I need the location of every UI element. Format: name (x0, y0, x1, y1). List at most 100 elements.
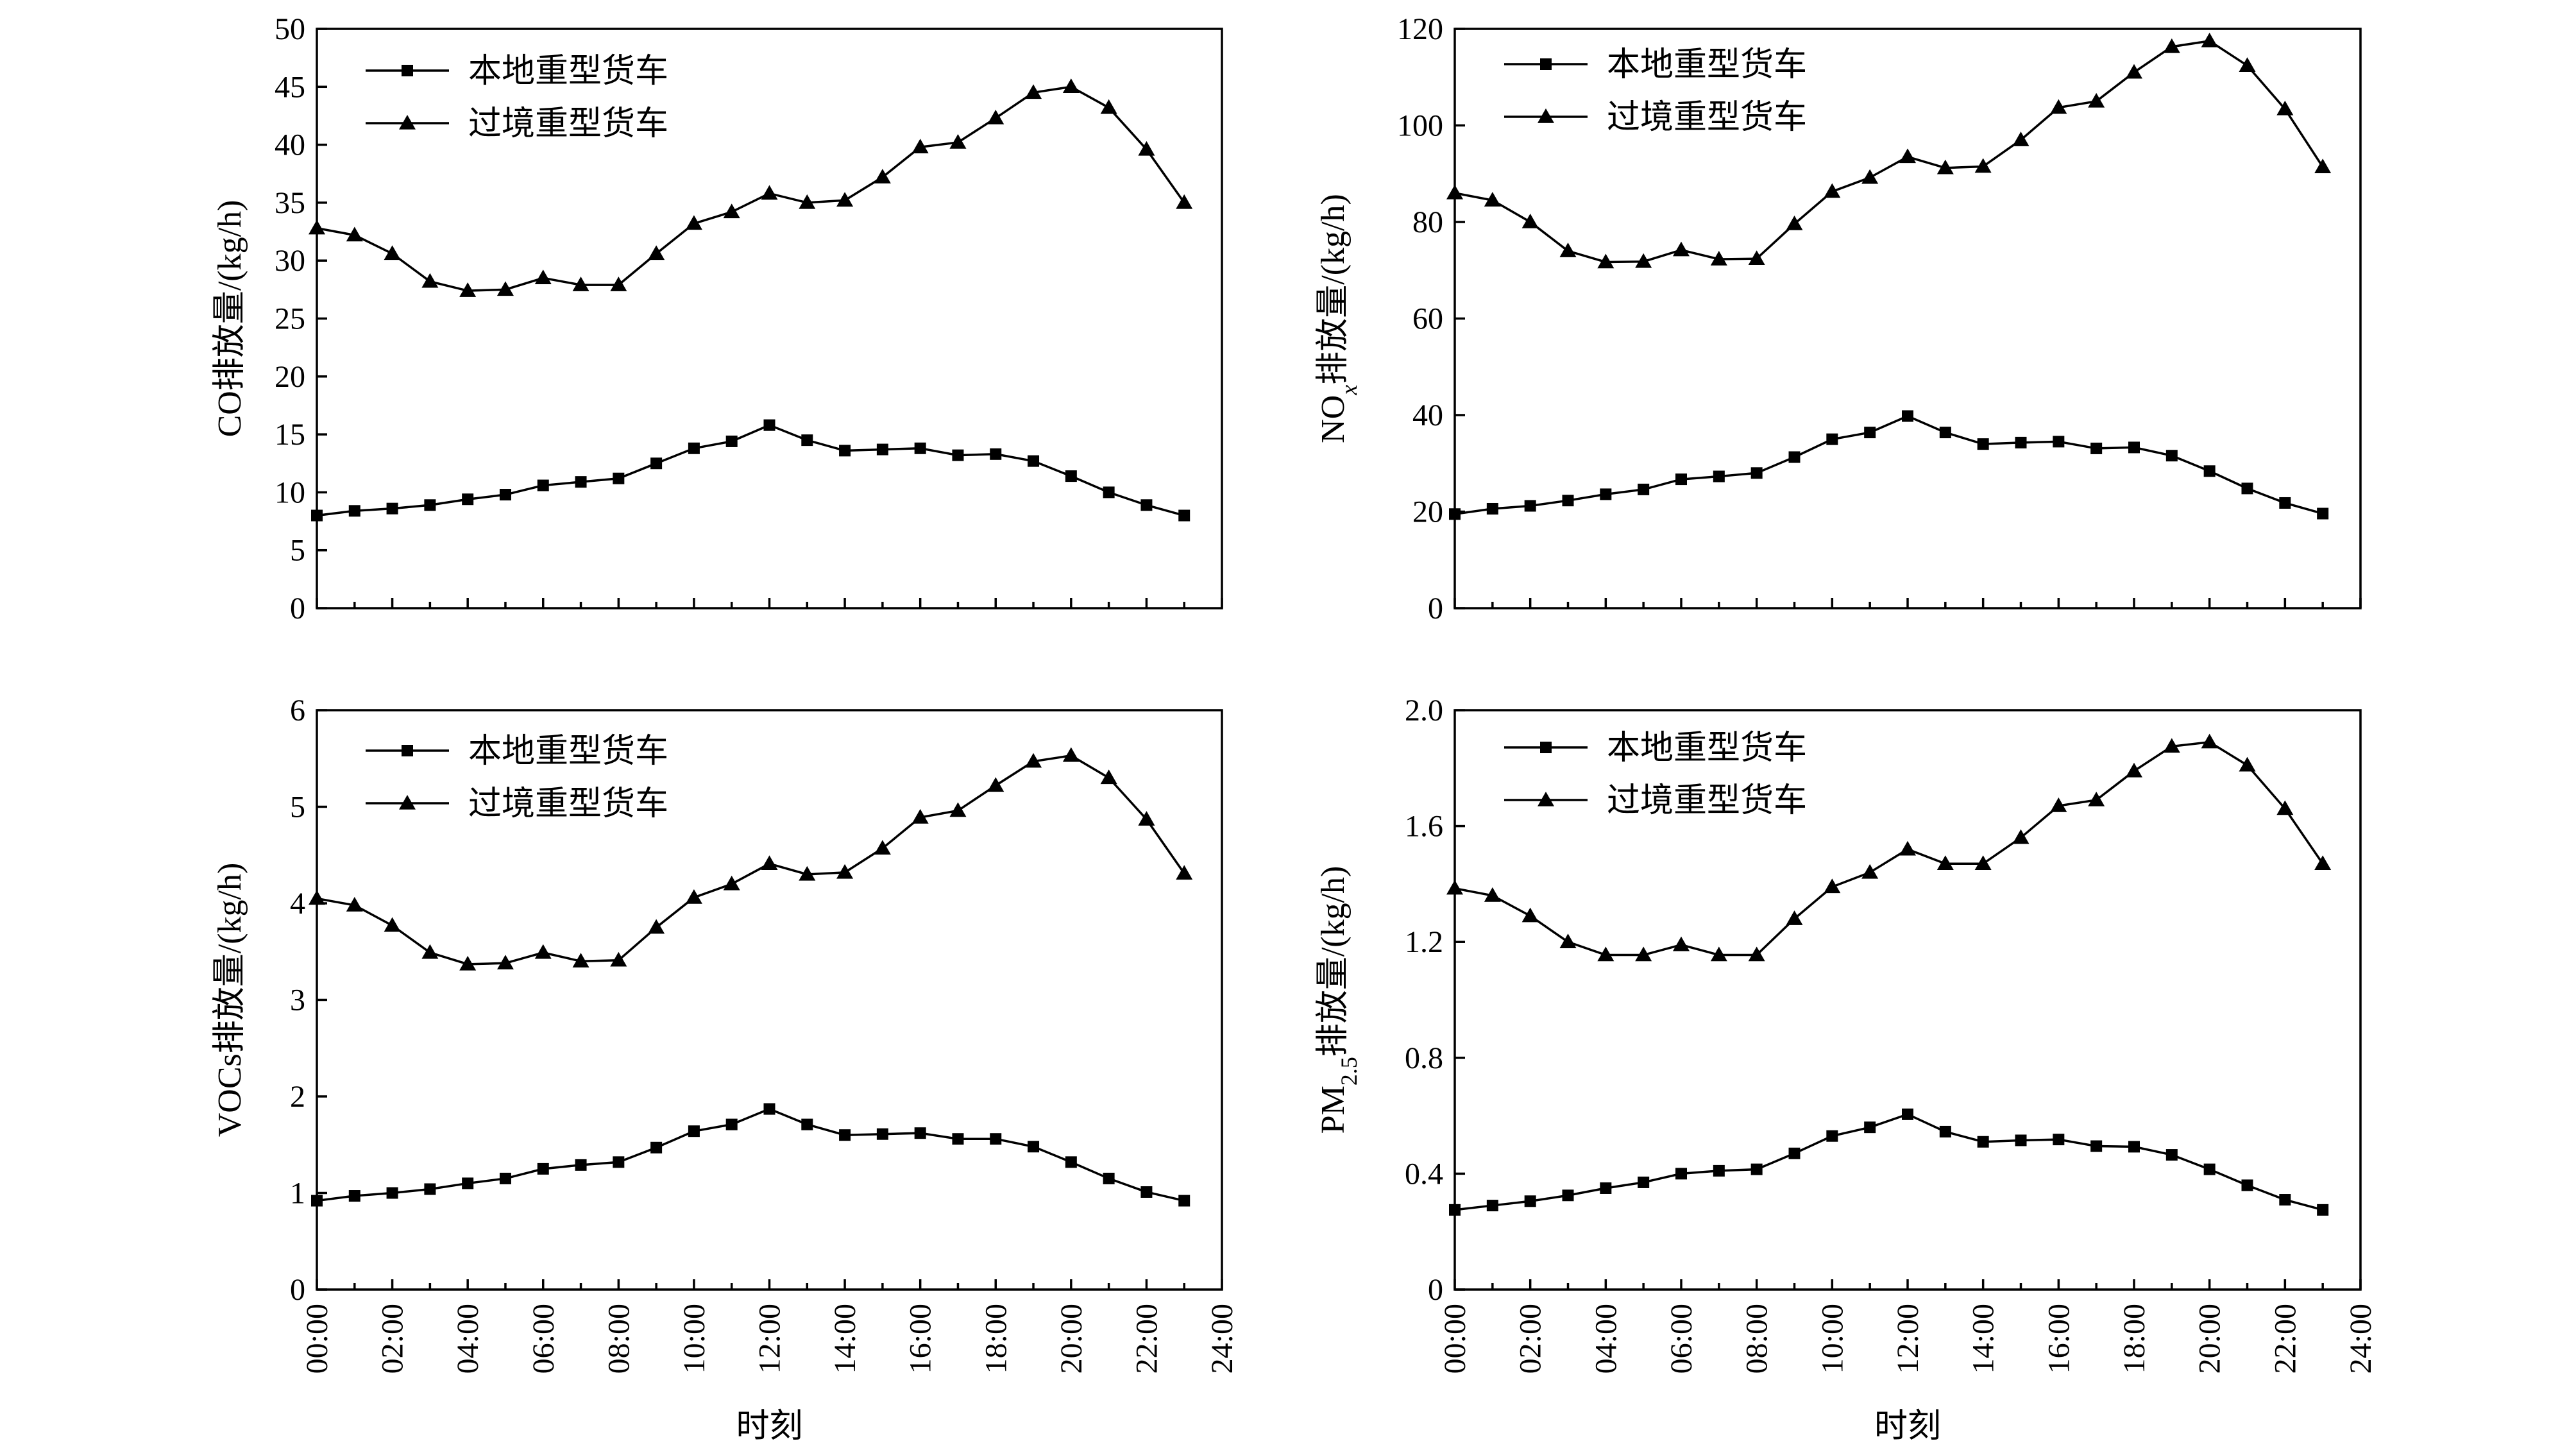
y-tick-label: 0.8 (1405, 1041, 1443, 1075)
data-point (1750, 1163, 1763, 1175)
data-point (2088, 92, 2105, 108)
y-tick-label: 0 (1428, 592, 1443, 626)
x-tick-label: 14:00 (1967, 1304, 2001, 1374)
data-point (1638, 1176, 1650, 1188)
data-point (2015, 1134, 2027, 1146)
data-point (462, 1177, 474, 1189)
series-local (311, 419, 1191, 522)
legend-marker (1538, 792, 1554, 806)
x-tick-label: 18:00 (979, 1304, 1013, 1374)
data-point (386, 1187, 398, 1199)
data-point (1521, 907, 1539, 923)
legend-label: 本地重型货车 (1607, 730, 1807, 767)
data-point (2279, 1194, 2291, 1206)
data-point (1449, 508, 1461, 520)
data-point (1748, 946, 1765, 962)
data-point (949, 133, 967, 149)
data-point (1521, 214, 1539, 228)
data-point (462, 493, 474, 506)
data-point (987, 777, 1004, 792)
data-point (1025, 753, 1042, 768)
y-tick-label: 120 (1397, 12, 1443, 46)
data-point (1597, 946, 1614, 962)
data-point (2241, 482, 2253, 495)
x-tick-label: 08:00 (602, 1304, 636, 1374)
data-point (874, 840, 891, 855)
data-point (723, 875, 740, 890)
plot-frame (316, 709, 1223, 1291)
data-point (2126, 64, 2142, 79)
data-point (384, 917, 401, 932)
data-point (1138, 811, 1155, 826)
data-point (610, 277, 627, 291)
legend-label: 本地重型货车 (1607, 47, 1807, 83)
data-point (876, 443, 888, 456)
data-point (1600, 488, 1612, 500)
legend-label: 过境重型货车 (1607, 783, 1807, 819)
x-tick-label: 20:00 (1055, 1304, 1089, 1374)
data-point (613, 1156, 625, 1168)
data-point (2053, 436, 2065, 448)
data-point (1559, 933, 1577, 948)
data-point (2201, 733, 2218, 749)
y-tick-label: 60 (1412, 302, 1443, 336)
data-point (2279, 497, 2291, 509)
data-point (1176, 865, 1193, 880)
data-point (534, 269, 552, 285)
data-point (1936, 159, 1954, 175)
y-axis-title: NOx排放量/(kg/h) (1315, 194, 1362, 443)
data-point (1562, 1189, 1574, 1202)
plot-frame (1453, 709, 2362, 1291)
x-tick-label: 10:00 (1815, 1304, 1849, 1374)
data-point (424, 1183, 436, 1195)
data-point (648, 919, 665, 934)
data-point (1861, 864, 1879, 879)
data-point (725, 1118, 738, 1130)
x-tick-label: 20:00 (2193, 1304, 2227, 1374)
legend-label: 过境重型货车 (468, 106, 668, 142)
series-transit (1446, 733, 2332, 962)
data-point (346, 226, 363, 242)
data-point (1864, 1121, 1876, 1134)
y-tick-label: 1 (290, 1177, 305, 1211)
data-point (421, 273, 439, 288)
legend-marker (1538, 108, 1554, 123)
data-point (1977, 1136, 1989, 1148)
y-tick-label: 50 (275, 12, 305, 46)
x-tick-label: 18:00 (2117, 1304, 2151, 1374)
y-tick-label: 15 (275, 418, 305, 452)
y-axis-title: CO排放量/(kg/h) (212, 200, 248, 438)
co-emission-chart: 0 5 10 15 20 25 30 35 40 45 50 CO排放量/(kg/h) 本地重型货车过境… (212, 12, 1223, 626)
data-point (1824, 878, 1841, 894)
data-point (2163, 738, 2180, 753)
data-point (2276, 100, 2294, 115)
data-point (761, 185, 778, 200)
data-point (725, 435, 738, 447)
y-tick-label: 40 (1412, 398, 1443, 432)
data-point (874, 169, 891, 183)
y-tick-label: 0.4 (1405, 1157, 1443, 1191)
data-point (1103, 486, 1115, 498)
legend-label: 本地重型货车 (468, 53, 668, 90)
data-point (949, 802, 967, 817)
data-point (1974, 158, 1992, 173)
legend-marker (402, 65, 413, 76)
series-transit (309, 747, 1193, 971)
data-point (1713, 470, 1725, 482)
x-tick-label: 22:00 (1130, 1304, 1164, 1374)
data-point (1902, 410, 1913, 422)
x-tick-label: 22:00 (2268, 1304, 2302, 1374)
data-point (2128, 1141, 2140, 1153)
data-point (1939, 427, 1951, 439)
data-point (1446, 880, 1463, 895)
series-line (1454, 740, 2324, 957)
series-local (1449, 1108, 2329, 1216)
y-tick-label: 35 (275, 186, 305, 220)
data-point (1138, 141, 1155, 156)
data-point (2050, 99, 2067, 114)
data-point (386, 502, 398, 515)
data-point (761, 855, 778, 871)
data-point (650, 1141, 663, 1154)
data-point (1748, 250, 1765, 265)
x-tick-label: 04:00 (451, 1304, 485, 1374)
